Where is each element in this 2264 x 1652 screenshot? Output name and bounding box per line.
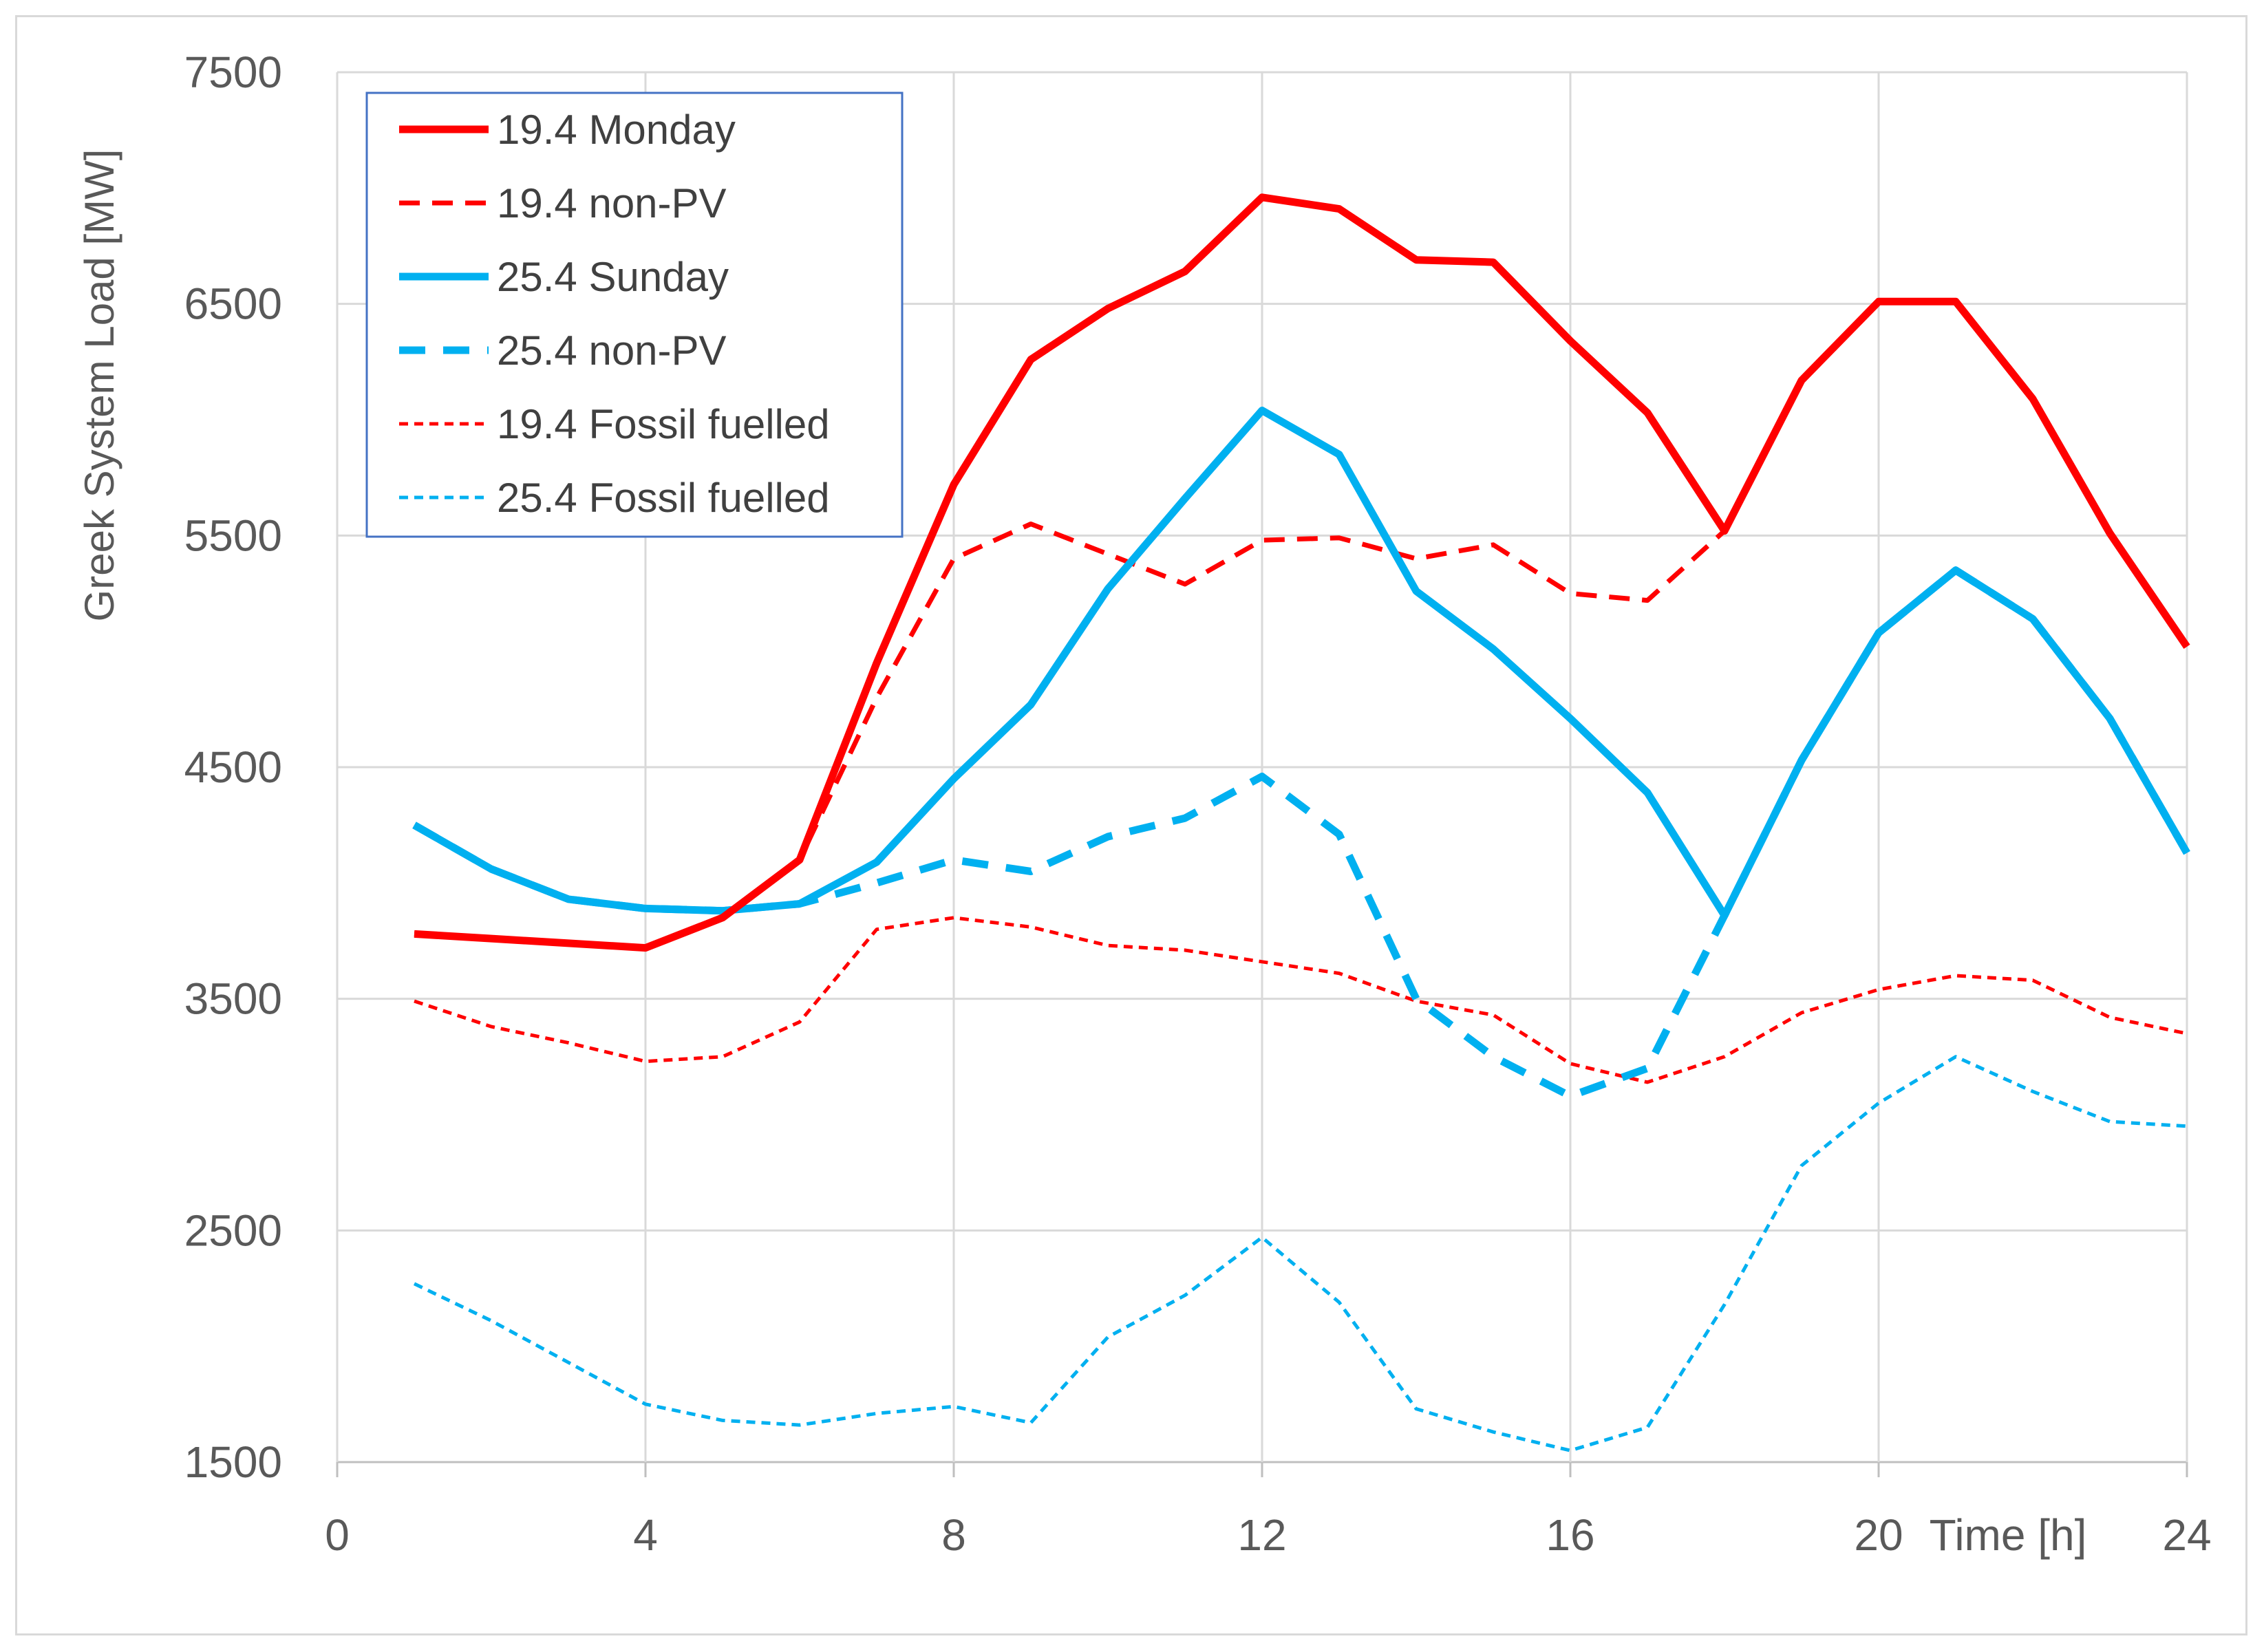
legend-label: 19.4 non-PV [497, 180, 727, 226]
y-tick-labels: 1500 2500 3500 4500 5500 6500 7500 [184, 47, 282, 1487]
y-tick-label: 1500 [184, 1437, 282, 1487]
y-tick-label: 6500 [184, 279, 282, 329]
y-tick-label: 4500 [184, 742, 282, 792]
legend-label: 25.4 Sunday [497, 254, 729, 300]
series-line-2 [412, 407, 2190, 919]
x-tick-label: 4 [633, 1510, 658, 1560]
x-tick-label: 8 [941, 1510, 966, 1560]
x-tick-label: 12 [1237, 1510, 1286, 1560]
series-line-5 [413, 1055, 2188, 1452]
y-tick-label: 7500 [184, 47, 282, 97]
legend-label: 19.4 Fossil fuelled [497, 401, 830, 447]
x-tick-label: 16 [1546, 1510, 1594, 1560]
y-tick-label: 5500 [184, 511, 282, 560]
legend-label: 25.4 non-PV [497, 328, 727, 374]
series-line-3 [412, 566, 2190, 1100]
y-tick-label: 3500 [184, 974, 282, 1024]
x-axis-title: Time [h] [1930, 1510, 2087, 1560]
x-tick-label: 20 [1854, 1510, 1903, 1560]
legend-label: 19.4 Monday [497, 107, 736, 153]
legend-box [365, 92, 904, 538]
x-tick-labels: 0 4 8 12 16 20 24 [325, 1510, 2211, 1560]
legend: 19.4 Monday 19.4 non-PV 25.4 Sunday 25.4 no… [365, 92, 904, 538]
series-lines [412, 193, 2190, 1452]
series-line-0 [414, 193, 2190, 952]
y-tick-label: 2500 [184, 1205, 282, 1255]
x-tick-label: 0 [325, 1510, 350, 1560]
series-line-4 [414, 916, 2188, 1084]
y-axis-title: Greek System Load [MW] [76, 149, 122, 622]
x-tick-label: 24 [2162, 1510, 2211, 1560]
legend-label: 25.4 Fossil fuelled [497, 475, 830, 521]
